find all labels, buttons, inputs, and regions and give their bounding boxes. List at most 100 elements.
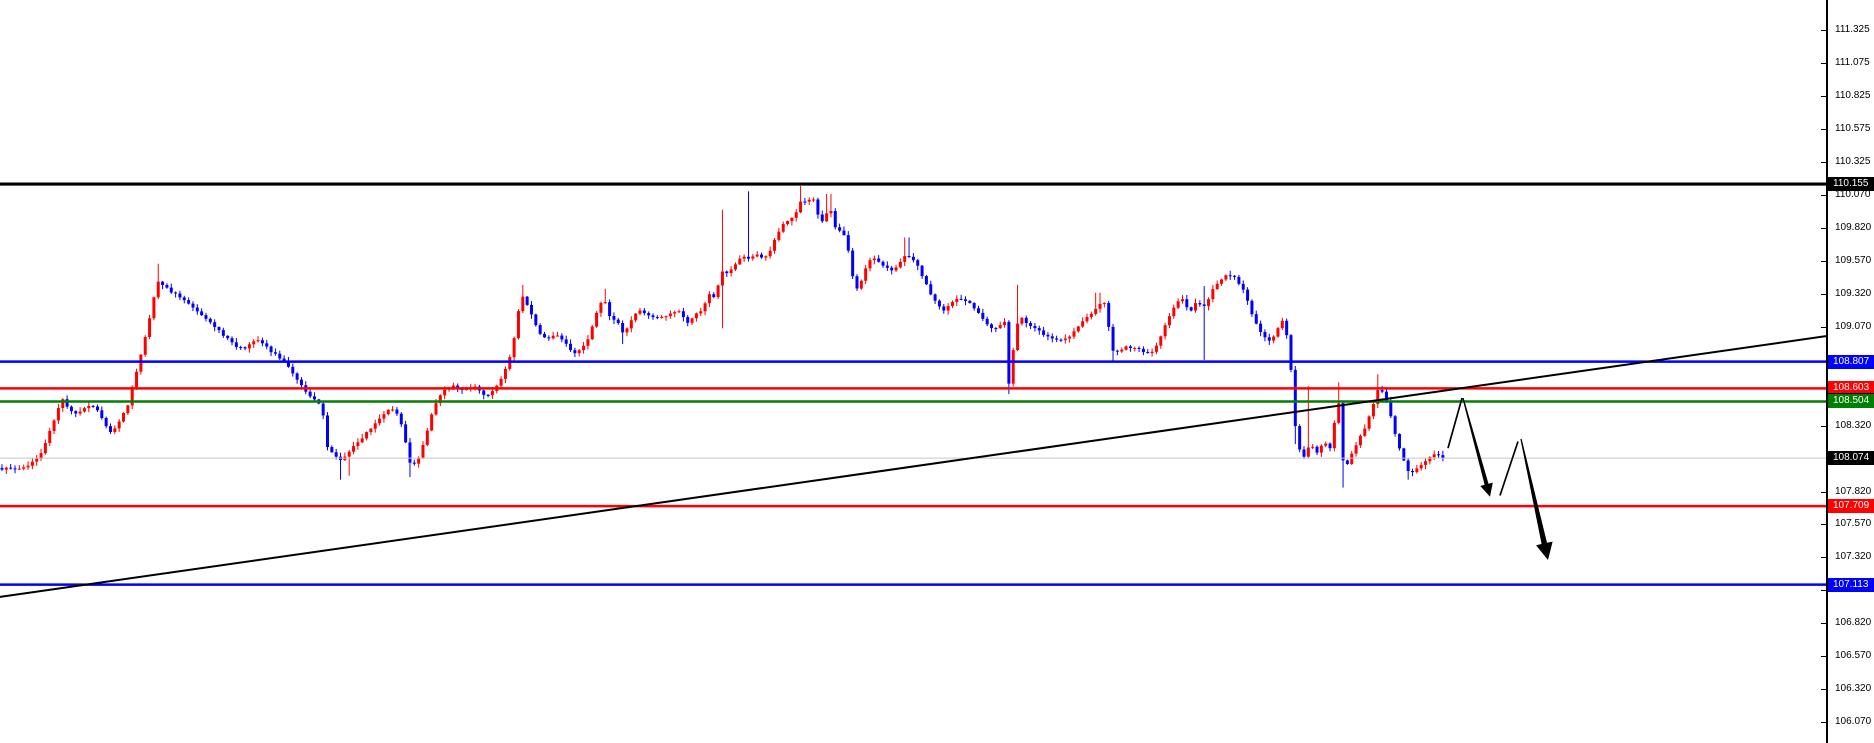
candle [503,366,507,384]
tick-mark [1821,30,1826,31]
candle [916,258,920,271]
candle [1085,313,1089,324]
projection-arrow-down[interactable] [1520,438,1553,560]
drawn-arrows-layer[interactable] [1447,397,1553,560]
axis-tick: 106.070 [1821,715,1872,729]
candle [846,231,850,253]
candle [169,283,173,295]
candle [412,459,416,466]
candle [1046,332,1050,341]
candle [1202,286,1206,360]
axis-tick-label: 107.820 [1835,485,1872,497]
candle [725,270,729,277]
candle [564,335,568,347]
candle [1007,320,1011,395]
candle [326,412,329,451]
candle [608,299,612,321]
candle [1107,300,1111,332]
axis-tick: 106.570 [1821,649,1871,663]
candle [122,412,126,423]
candle [816,197,820,219]
candle [273,348,277,356]
candle [1076,325,1080,333]
candle [404,420,408,444]
candle [1072,327,1076,340]
candle [1159,335,1163,349]
candle [516,309,520,340]
candle [247,341,251,353]
axis-tick-label: 106.070 [1835,715,1872,727]
candle [881,260,885,268]
candle [1302,446,1306,460]
candle [13,465,17,474]
price-level-label: 110.155 [1828,177,1874,192]
candle [907,237,911,258]
candle [260,337,264,347]
candle [898,258,902,269]
price-level-label: 107.709 [1828,499,1874,514]
candle [937,299,941,310]
candle [634,313,638,323]
candle [95,404,99,413]
tick-mark [1821,656,1826,658]
candle [1120,347,1124,353]
candle [156,263,160,300]
candle [1050,333,1054,343]
candle [1215,280,1219,290]
candle [204,312,208,322]
candle [1415,464,1419,474]
candle [1089,311,1093,320]
candle [1293,365,1297,445]
candle [590,324,594,341]
axis-tick-label: 110.325 [1835,155,1871,167]
candle [1111,324,1115,363]
candle [994,327,998,333]
projection-stroke[interactable] [1447,397,1463,449]
candle [69,405,73,415]
candle [707,291,711,307]
candle [1146,349,1150,354]
candle [1397,433,1401,451]
candle [217,326,221,334]
candle [911,253,915,263]
candle [1033,322,1037,332]
axis-tick-label: 111.075 [1835,56,1870,68]
axis-tick-label: 106.820 [1835,617,1872,629]
candle [1263,329,1267,342]
trendline-layer[interactable] [0,335,1826,598]
candlestick-chart-canvas[interactable] [0,0,1826,743]
candle [221,327,225,338]
candle [803,197,807,206]
tick-mark [1821,491,1826,493]
axis-tick: 110.575 [1821,122,1870,136]
candle [1332,420,1336,452]
candle [30,457,34,470]
trendline[interactable] [0,335,1826,598]
projection-stroke[interactable] [1499,441,1519,496]
horizontal-lines-layer[interactable] [0,182,1826,586]
candle [621,320,625,345]
candle [39,448,43,461]
axis-tick: 106.320 [1821,682,1871,696]
candle [794,208,798,222]
candle [681,307,685,322]
price-axis[interactable]: 111.325 111.075 110.825 110.575 110.325 110.0… [1821,0,1874,743]
candle [373,419,377,433]
candle [963,296,967,306]
candle [651,313,655,320]
candle [1432,450,1436,461]
candle [760,252,763,259]
tick-mark [1821,261,1826,263]
candle [864,264,868,285]
candle [1280,317,1284,330]
projection-arrow-down[interactable] [1462,397,1493,497]
candle [946,303,950,315]
candle [1189,306,1193,312]
candle [252,339,256,348]
axis-tick-label: 109.570 [1835,255,1872,267]
candle [1198,300,1202,307]
candle [1003,318,1007,328]
candle [638,307,642,316]
candle [1367,415,1371,431]
candle [1141,346,1145,356]
